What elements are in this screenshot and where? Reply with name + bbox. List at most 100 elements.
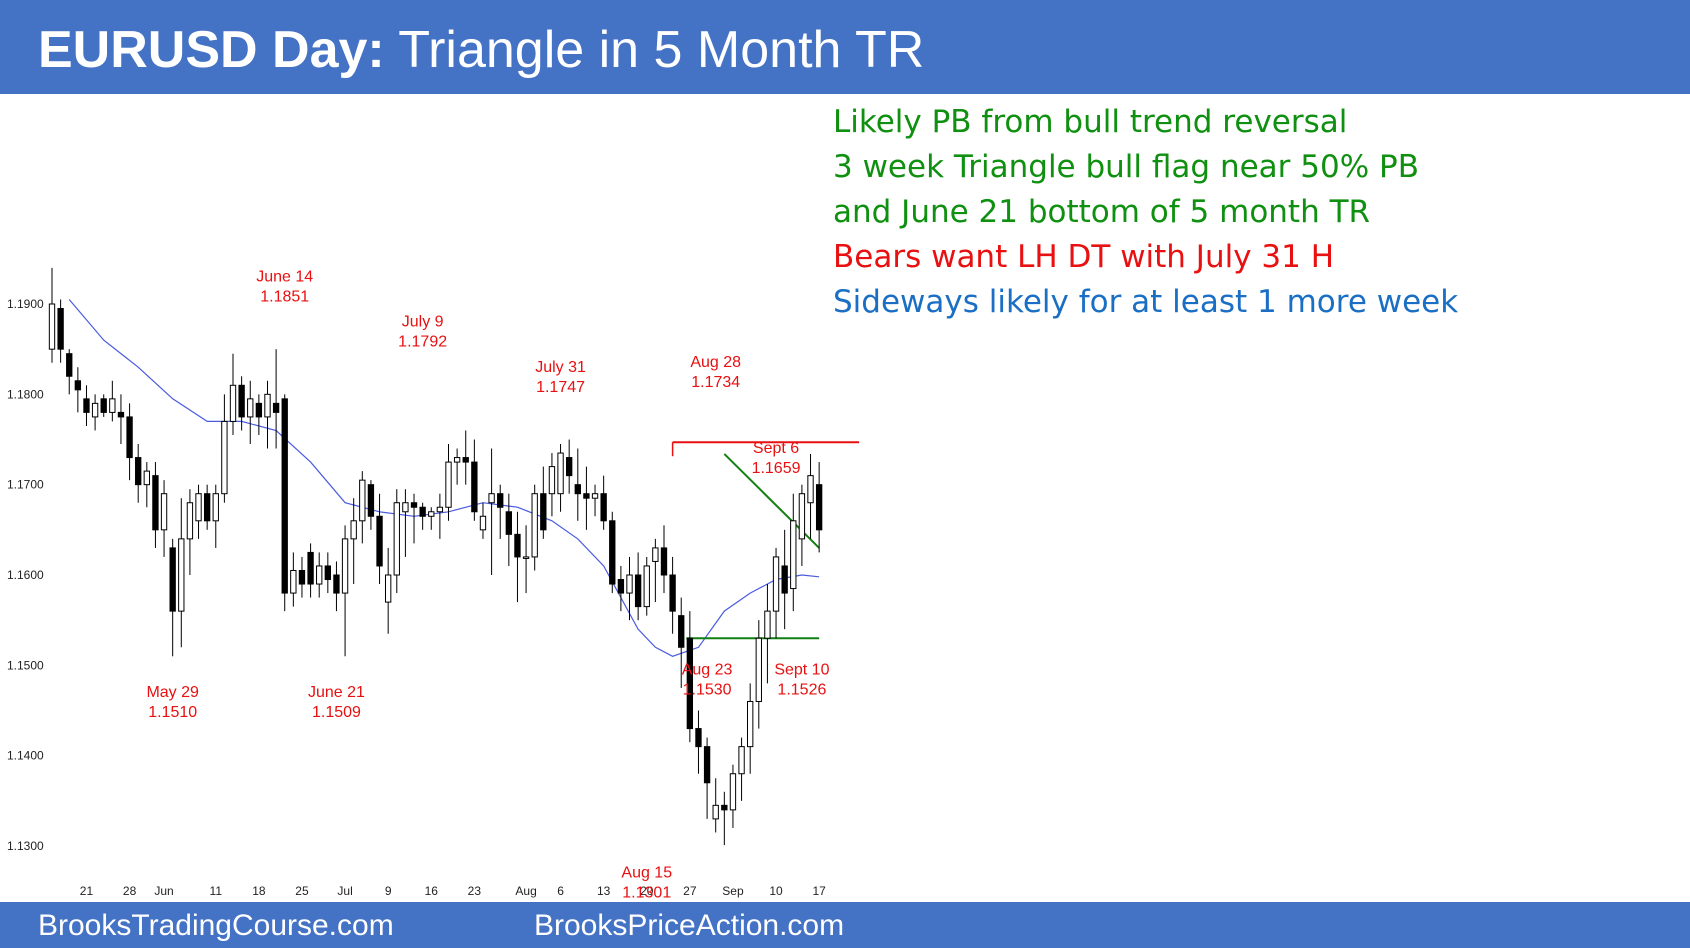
price-annotation: 1.1301 bbox=[622, 885, 671, 902]
candle-body bbox=[333, 574, 340, 594]
x-tick-label: Jun bbox=[154, 884, 173, 898]
x-tick-label: 18 bbox=[252, 884, 266, 898]
candle-body bbox=[669, 574, 676, 612]
price-annotation: May 29 bbox=[146, 684, 199, 701]
page-title-rest: Triangle in 5 Month TR bbox=[398, 21, 925, 79]
candle-body bbox=[324, 565, 331, 581]
y-tick-label: 1.1600 bbox=[7, 568, 44, 582]
candle-body bbox=[195, 493, 202, 522]
price-annotation: 1.1659 bbox=[752, 460, 801, 477]
price-annotation: 1.1792 bbox=[398, 334, 447, 351]
candle-body bbox=[410, 502, 418, 508]
candle-body bbox=[203, 493, 211, 522]
candle-body bbox=[238, 384, 245, 418]
candle-body bbox=[393, 502, 400, 576]
candle-body bbox=[186, 502, 194, 540]
candle-body bbox=[583, 493, 590, 499]
candle-body bbox=[402, 502, 409, 513]
note-line-3: and June 21 bottom of 5 month TR bbox=[833, 194, 1371, 230]
candle-body bbox=[798, 493, 806, 540]
candle-body bbox=[505, 511, 513, 535]
candle-body bbox=[462, 457, 469, 463]
candle-body bbox=[350, 520, 357, 540]
candle-body bbox=[169, 547, 176, 612]
candle-body bbox=[298, 569, 306, 585]
brooks-price-action-link[interactable]: BrooksPriceAction.com bbox=[534, 909, 845, 942]
x-tick-label: Jul bbox=[337, 884, 352, 898]
x-tick-label: 9 bbox=[385, 884, 392, 898]
footer-banner: BrooksTradingCourse.com BrooksPriceActio… bbox=[0, 902, 1690, 948]
candle-body bbox=[514, 533, 521, 558]
x-tick-label: 13 bbox=[597, 884, 611, 898]
candle-body bbox=[574, 484, 581, 495]
candle-body bbox=[772, 556, 780, 612]
candle-body bbox=[272, 402, 280, 413]
candle-body bbox=[117, 411, 125, 418]
price-annotation: Aug 23 bbox=[682, 661, 733, 678]
candle-body bbox=[91, 402, 99, 418]
candle-body bbox=[264, 393, 271, 418]
candle-body bbox=[626, 574, 633, 594]
y-tick-label: 1.1700 bbox=[7, 478, 44, 492]
price-annotation: 1.1510 bbox=[148, 704, 197, 721]
candle-body bbox=[57, 308, 64, 350]
candle-body bbox=[376, 515, 383, 567]
price-annotation: July 31 bbox=[535, 359, 586, 376]
candle-body bbox=[160, 493, 168, 531]
candle-body bbox=[48, 303, 56, 350]
price-annotation: Aug 28 bbox=[690, 354, 741, 371]
candle-body bbox=[712, 804, 719, 820]
x-tick-label: 16 bbox=[425, 884, 439, 898]
candle-body bbox=[143, 470, 150, 486]
candle-body bbox=[126, 416, 133, 459]
candle-body bbox=[807, 475, 814, 504]
price-annotation: 1.1851 bbox=[260, 288, 309, 305]
price-annotation: 1.1734 bbox=[691, 374, 740, 391]
candle-body bbox=[678, 615, 685, 648]
analysis-notes: Likely PB from bull trend reversal 3 wee… bbox=[833, 100, 1458, 325]
price-annotation: June 14 bbox=[256, 268, 313, 285]
y-tick-label: 1.1500 bbox=[7, 658, 44, 672]
price-annotation: 1.1509 bbox=[312, 704, 361, 721]
candle-body bbox=[367, 484, 375, 517]
candle-body bbox=[566, 457, 573, 477]
candle-body bbox=[531, 493, 538, 558]
y-tick-label: 1.1800 bbox=[7, 387, 44, 401]
candle-body bbox=[755, 637, 762, 702]
note-line-2: 3 week Triangle bull flag near 50% PB bbox=[833, 149, 1419, 185]
x-tick-label: 20 bbox=[640, 884, 654, 898]
candle-body bbox=[703, 746, 711, 784]
brooks-trading-course-link[interactable]: BrooksTradingCourse.com bbox=[38, 909, 394, 942]
price-annotation: 1.1530 bbox=[683, 681, 732, 698]
price-annotation: Sept 10 bbox=[774, 661, 829, 678]
candle-body bbox=[781, 565, 788, 594]
candle-body bbox=[445, 461, 452, 508]
candle-body bbox=[428, 511, 435, 517]
candle-body bbox=[815, 484, 823, 531]
candlestick-chart: 1.1900 1.1800 1.1700 1.1600 1.1500 1.1400 1.13… bbox=[7, 267, 860, 902]
candle-body bbox=[100, 398, 107, 413]
candle-body bbox=[221, 420, 228, 495]
candle-body bbox=[66, 353, 73, 377]
candle-body bbox=[548, 466, 556, 495]
candle-body bbox=[359, 479, 366, 522]
candle-body bbox=[109, 398, 116, 413]
candle-body bbox=[74, 380, 82, 391]
x-tick-label: 21 bbox=[80, 884, 94, 898]
candle-body bbox=[488, 493, 495, 504]
candle-body bbox=[738, 746, 745, 775]
candle-body bbox=[419, 506, 426, 517]
candle-body bbox=[695, 728, 702, 748]
candle-body bbox=[729, 773, 737, 811]
candle-body bbox=[471, 461, 478, 513]
note-line-5: Sideways likely for at least 1 more week bbox=[833, 284, 1459, 320]
candle-body bbox=[634, 574, 642, 608]
x-tick-label: Sep bbox=[722, 884, 744, 898]
candle-body bbox=[617, 579, 625, 594]
x-tick-label: 23 bbox=[468, 884, 482, 898]
x-tick-label: 11 bbox=[210, 884, 223, 898]
y-tick-label: 1.1300 bbox=[7, 839, 44, 853]
candle-body bbox=[660, 547, 668, 576]
note-line-4: Bears want LH DT with July 31 H bbox=[833, 239, 1335, 275]
page-title: EURUSD Day: Triangle in 5 Month TR bbox=[38, 12, 924, 88]
